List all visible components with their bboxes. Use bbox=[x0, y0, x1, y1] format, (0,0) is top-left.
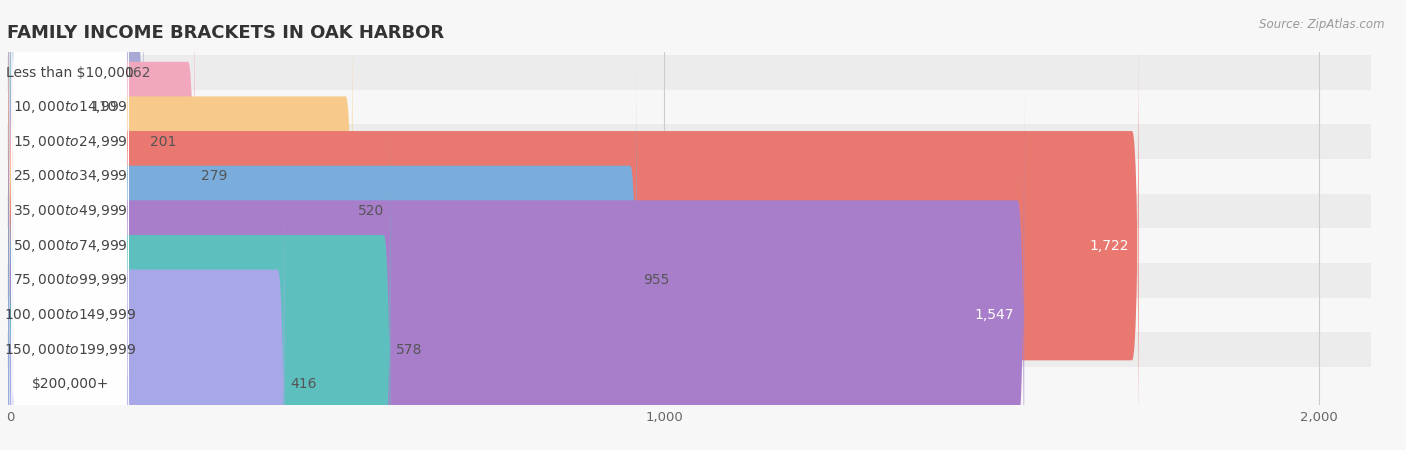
FancyBboxPatch shape bbox=[11, 0, 129, 376]
Text: 578: 578 bbox=[396, 342, 423, 356]
Bar bbox=[0, 194, 1406, 228]
Bar bbox=[0, 228, 1406, 263]
FancyBboxPatch shape bbox=[8, 118, 391, 450]
FancyBboxPatch shape bbox=[8, 0, 143, 374]
Text: 279: 279 bbox=[201, 170, 226, 184]
Text: $150,000 to $199,999: $150,000 to $199,999 bbox=[4, 342, 136, 358]
Text: 201: 201 bbox=[149, 135, 176, 149]
Text: $25,000 to $34,999: $25,000 to $34,999 bbox=[13, 168, 128, 184]
Text: 416: 416 bbox=[290, 377, 316, 391]
Text: $50,000 to $74,999: $50,000 to $74,999 bbox=[13, 238, 128, 254]
FancyBboxPatch shape bbox=[11, 0, 129, 306]
Text: $200,000+: $200,000+ bbox=[31, 377, 108, 391]
Text: FAMILY INCOME BRACKETS IN OAK HARBOR: FAMILY INCOME BRACKETS IN OAK HARBOR bbox=[7, 24, 444, 42]
Text: 162: 162 bbox=[124, 66, 150, 80]
FancyBboxPatch shape bbox=[8, 0, 118, 304]
FancyBboxPatch shape bbox=[11, 185, 129, 450]
Bar bbox=[0, 125, 1406, 159]
FancyBboxPatch shape bbox=[11, 12, 129, 410]
Text: Source: ZipAtlas.com: Source: ZipAtlas.com bbox=[1260, 18, 1385, 31]
FancyBboxPatch shape bbox=[11, 0, 129, 341]
Bar bbox=[0, 55, 1406, 90]
Text: 110: 110 bbox=[90, 100, 117, 114]
Bar bbox=[0, 332, 1406, 367]
Text: 520: 520 bbox=[359, 204, 384, 218]
FancyBboxPatch shape bbox=[8, 153, 284, 450]
FancyBboxPatch shape bbox=[11, 150, 129, 450]
FancyBboxPatch shape bbox=[11, 0, 129, 272]
Text: $75,000 to $99,999: $75,000 to $99,999 bbox=[13, 272, 128, 288]
FancyBboxPatch shape bbox=[8, 83, 1024, 450]
Text: 1,547: 1,547 bbox=[974, 308, 1014, 322]
FancyBboxPatch shape bbox=[8, 0, 353, 443]
FancyBboxPatch shape bbox=[11, 81, 129, 450]
FancyBboxPatch shape bbox=[8, 49, 637, 450]
FancyBboxPatch shape bbox=[8, 14, 1139, 450]
Bar bbox=[0, 263, 1406, 297]
Text: 955: 955 bbox=[643, 273, 669, 287]
FancyBboxPatch shape bbox=[11, 46, 129, 445]
Text: Less than $10,000: Less than $10,000 bbox=[6, 66, 134, 80]
FancyBboxPatch shape bbox=[8, 0, 195, 408]
Bar bbox=[0, 159, 1406, 194]
FancyBboxPatch shape bbox=[8, 0, 84, 339]
Text: $35,000 to $49,999: $35,000 to $49,999 bbox=[13, 203, 128, 219]
Text: $10,000 to $14,999: $10,000 to $14,999 bbox=[13, 99, 128, 115]
Bar bbox=[0, 367, 1406, 401]
Text: $15,000 to $24,999: $15,000 to $24,999 bbox=[13, 134, 128, 150]
Text: $100,000 to $149,999: $100,000 to $149,999 bbox=[4, 307, 136, 323]
Text: 1,722: 1,722 bbox=[1090, 238, 1129, 253]
FancyBboxPatch shape bbox=[11, 116, 129, 450]
Bar bbox=[0, 297, 1406, 332]
Bar bbox=[0, 90, 1406, 125]
